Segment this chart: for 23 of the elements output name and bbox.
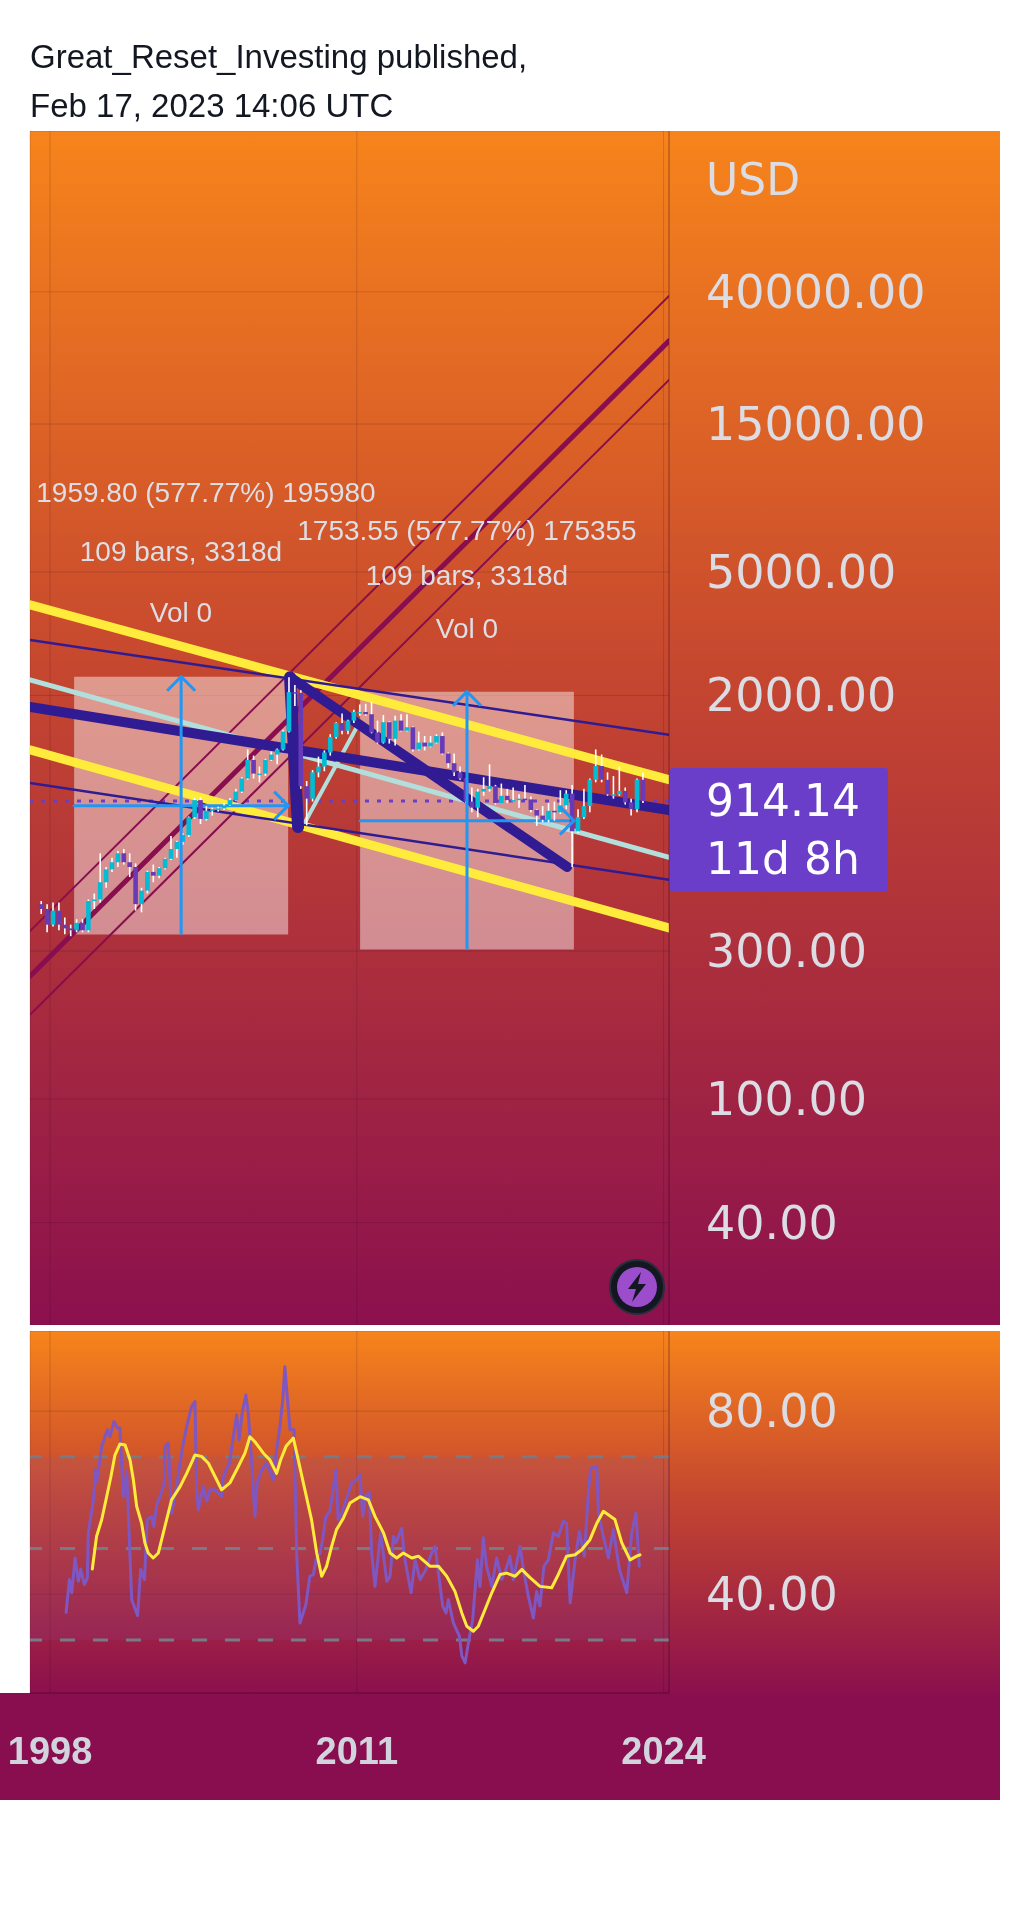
annotation: 109 bars, 3318d	[79, 535, 283, 567]
chart-subtitle: Feb 17, 2023 14:06 UTC	[30, 86, 394, 126]
annotation: Vol 0	[435, 612, 499, 644]
y-tick-label: 300.00	[706, 924, 867, 979]
annotation: Vol 0	[149, 596, 213, 628]
x-tick-label: 1998	[7, 1730, 93, 1772]
chart-title: Great_Reset_Investing published,	[30, 37, 528, 77]
y-tick-label: 40000.00	[706, 264, 926, 319]
annotation: 1959.80 (577.77%) 195980	[36, 476, 376, 508]
y-tick-label: 2000.00	[706, 668, 897, 723]
y-tick-label: 5000.00	[706, 545, 897, 600]
text: 11d 8h	[706, 833, 860, 885]
annotation: 1753.55 (577.77%) 175355	[297, 514, 637, 546]
y-tick-label: 40.00	[706, 1567, 838, 1622]
y-tick-label: 80.00	[706, 1384, 838, 1439]
y-axis-title: USD	[706, 153, 801, 205]
x-tick-label: 2024	[621, 1730, 706, 1772]
y-tick-label: 100.00	[706, 1072, 867, 1127]
ref-line-label: 914.14	[706, 775, 860, 827]
y-tick-label: 15000.00	[706, 397, 926, 452]
y-tick-label: 40.00	[706, 1195, 838, 1250]
x-tick-label: 2011	[315, 1730, 399, 1772]
annotation: 109 bars, 3318d	[365, 559, 569, 591]
